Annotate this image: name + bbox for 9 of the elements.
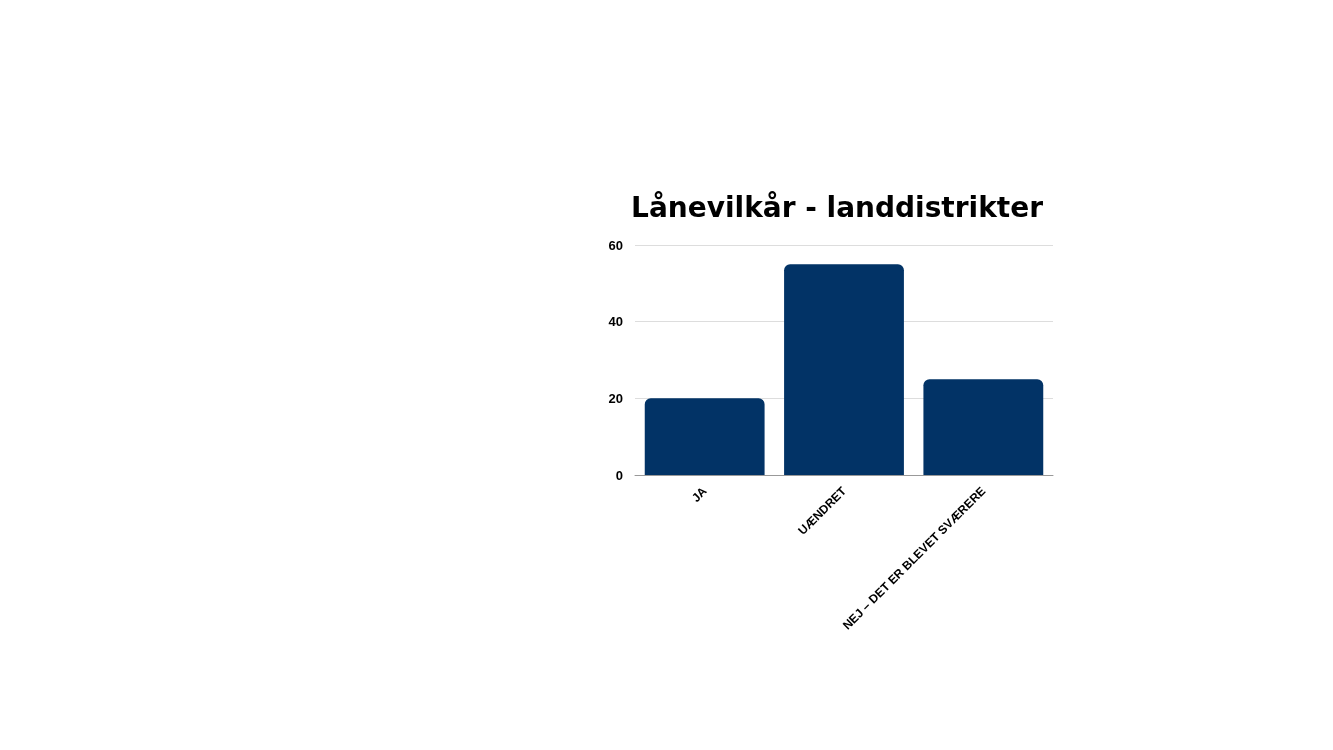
bar xyxy=(784,264,904,475)
chart-title: Lånevilkår - landdistrikter xyxy=(631,190,1044,224)
x-tick-label: JA xyxy=(688,483,710,505)
y-tick-label: 40 xyxy=(608,314,623,330)
y-tick-label: 20 xyxy=(608,390,623,406)
bar xyxy=(923,379,1044,475)
y-tick-label: 60 xyxy=(608,237,623,253)
bar xyxy=(644,398,765,475)
y-tick-label: 0 xyxy=(615,467,623,483)
